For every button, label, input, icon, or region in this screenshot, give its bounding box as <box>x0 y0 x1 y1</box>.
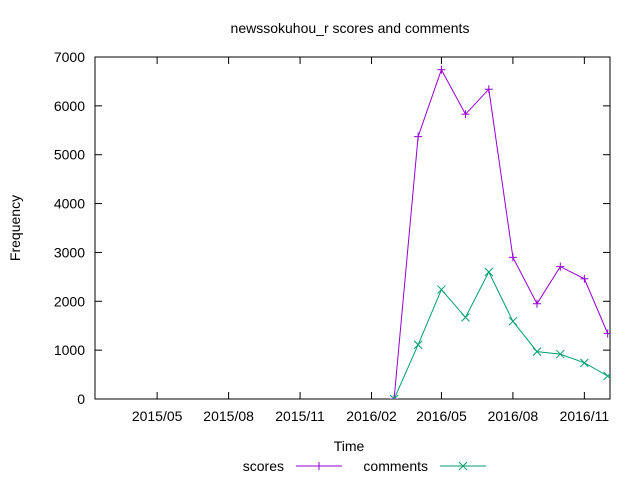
data-point <box>580 358 589 368</box>
legend: scores comments <box>243 458 486 474</box>
y-tick-label: 5000 <box>54 147 85 163</box>
data-point <box>390 395 399 399</box>
x-tick-label: 2016/02 <box>346 408 397 424</box>
x-tick-label: 2016/11 <box>560 408 610 424</box>
data-point <box>484 267 494 277</box>
data-point <box>532 299 541 308</box>
x-tick-label: 2015/08 <box>203 408 254 424</box>
axes: 0 1000 2000 3000 4000 5000 6000 7000 2015/05 2015… <box>54 49 611 424</box>
data-point <box>603 329 610 338</box>
series-line-scores <box>393 68 609 399</box>
data-point <box>556 262 565 271</box>
y-tick-label: 4000 <box>54 196 85 212</box>
y-tick-label: 1000 <box>54 342 85 358</box>
x-tick-label: 2016/08 <box>488 408 539 424</box>
data-point <box>437 65 446 74</box>
series-lines <box>389 65 610 399</box>
data-point <box>508 253 517 262</box>
data-point <box>414 132 423 141</box>
legend-marker-comments <box>458 461 468 471</box>
data-point <box>484 85 493 94</box>
data-point <box>532 347 542 356</box>
data-point <box>555 349 565 359</box>
data-point <box>508 316 518 326</box>
legend-marker-scores <box>315 462 323 470</box>
x-tick-label: 2015/05 <box>132 408 183 424</box>
x-axis-label: Time <box>334 438 365 454</box>
y-tick-label: 7000 <box>54 49 85 65</box>
y-tick-label: 2000 <box>54 293 85 309</box>
plot-border <box>94 56 611 400</box>
y-tick-label: 3000 <box>54 244 85 260</box>
legend-label-comments: comments <box>363 458 428 474</box>
x-tick-label: 2015/11 <box>275 408 325 424</box>
y-tick-label: 6000 <box>54 98 85 114</box>
data-point <box>389 394 399 399</box>
data-point <box>461 110 470 119</box>
y-axis-label: Frequency <box>7 195 23 261</box>
data-point <box>461 313 470 322</box>
legend-label-scores: scores <box>243 458 284 474</box>
data-point <box>437 285 446 294</box>
x-tick-label: 2016/05 <box>416 408 467 424</box>
data-point <box>413 340 423 350</box>
data-point <box>603 371 610 381</box>
chart-title: newssokuhou_r scores and comments <box>231 20 470 36</box>
data-point <box>580 274 589 283</box>
y-tick-label: 0 <box>77 391 85 407</box>
series-line-comments <box>393 270 608 399</box>
